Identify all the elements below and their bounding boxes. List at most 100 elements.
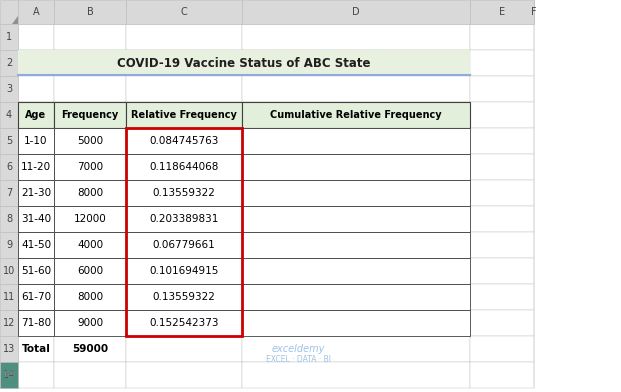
Bar xyxy=(0,50,18,76)
Bar xyxy=(54,284,126,310)
Bar xyxy=(54,336,126,362)
Bar xyxy=(470,206,534,232)
Bar xyxy=(242,232,470,258)
Bar xyxy=(242,310,470,336)
Bar xyxy=(126,128,242,154)
Bar xyxy=(0,284,18,310)
Bar xyxy=(54,258,126,284)
Bar xyxy=(126,24,242,50)
Bar xyxy=(126,362,242,388)
Bar xyxy=(126,206,242,232)
Bar xyxy=(470,102,534,128)
Bar xyxy=(18,24,54,50)
Bar xyxy=(0,362,18,388)
Bar xyxy=(18,102,54,128)
Bar xyxy=(0,76,18,102)
Bar xyxy=(470,128,534,154)
Bar xyxy=(54,76,126,102)
Bar xyxy=(242,206,470,232)
Bar xyxy=(18,336,54,362)
Bar xyxy=(54,206,126,232)
Polygon shape xyxy=(12,16,18,24)
Bar xyxy=(470,284,534,310)
Text: 0.084745763: 0.084745763 xyxy=(149,136,219,146)
Bar xyxy=(18,310,54,336)
Bar xyxy=(18,206,54,232)
Bar xyxy=(242,362,470,388)
Text: 3: 3 xyxy=(6,84,12,94)
Bar xyxy=(126,180,242,206)
Bar xyxy=(18,362,54,388)
Text: 13: 13 xyxy=(3,344,15,354)
Bar xyxy=(242,50,470,76)
Text: 5000: 5000 xyxy=(77,136,103,146)
Text: 0.13559322: 0.13559322 xyxy=(153,188,215,198)
Bar xyxy=(0,128,18,154)
Text: Cumulative Relative Frequency: Cumulative Relative Frequency xyxy=(270,110,442,120)
Text: 31-40: 31-40 xyxy=(21,214,51,224)
Bar xyxy=(126,76,242,102)
Text: 6: 6 xyxy=(6,162,12,172)
Bar xyxy=(470,0,534,24)
Text: 1: 1 xyxy=(6,32,12,42)
Bar xyxy=(18,76,54,102)
Bar xyxy=(126,310,242,336)
Bar xyxy=(54,50,126,76)
Bar xyxy=(18,284,54,310)
Bar xyxy=(18,128,54,154)
Bar xyxy=(54,180,126,206)
Bar xyxy=(470,154,534,180)
Text: 11: 11 xyxy=(3,292,15,302)
Text: E: E xyxy=(499,7,505,17)
Text: 9000: 9000 xyxy=(77,318,103,328)
Text: 14: 14 xyxy=(3,370,15,380)
Text: COVID-19 Vaccine Status of ABC State: COVID-19 Vaccine Status of ABC State xyxy=(117,56,371,69)
Bar xyxy=(126,50,242,76)
Bar xyxy=(242,128,470,154)
Bar xyxy=(242,232,470,258)
Bar xyxy=(18,0,54,24)
Bar xyxy=(126,232,242,258)
Bar xyxy=(18,154,54,180)
Bar xyxy=(126,232,242,258)
Text: 7000: 7000 xyxy=(77,162,103,172)
Bar xyxy=(126,128,242,154)
Bar xyxy=(0,362,18,388)
Text: 0.13559322: 0.13559322 xyxy=(153,292,215,302)
Text: 51-60: 51-60 xyxy=(21,266,51,276)
Bar xyxy=(0,232,18,258)
Bar xyxy=(242,258,470,284)
Text: Age: Age xyxy=(25,110,47,120)
Bar xyxy=(54,180,126,206)
Text: Total: Total xyxy=(22,344,50,354)
Bar xyxy=(0,0,18,24)
Bar xyxy=(470,310,534,336)
Bar xyxy=(18,232,54,258)
Bar xyxy=(54,362,126,388)
Text: 12000: 12000 xyxy=(74,214,106,224)
Bar xyxy=(242,76,470,102)
Bar xyxy=(18,310,54,336)
Bar xyxy=(470,76,534,102)
Bar xyxy=(242,206,470,232)
Text: A: A xyxy=(33,7,39,17)
Bar xyxy=(54,102,126,128)
Text: 8000: 8000 xyxy=(77,188,103,198)
Bar xyxy=(54,102,126,128)
Text: 1-10: 1-10 xyxy=(24,136,48,146)
Bar xyxy=(0,206,18,232)
Text: 6000: 6000 xyxy=(77,266,103,276)
Bar xyxy=(242,180,470,206)
Bar xyxy=(242,284,470,310)
Bar xyxy=(18,128,54,154)
Text: 0.101694915: 0.101694915 xyxy=(149,266,219,276)
Bar xyxy=(126,102,242,128)
Bar xyxy=(242,154,470,180)
Bar xyxy=(242,102,470,128)
Text: 59000: 59000 xyxy=(72,344,108,354)
Bar xyxy=(242,284,470,310)
Bar xyxy=(470,24,534,50)
Text: 4000: 4000 xyxy=(77,240,103,250)
Text: 0.118644068: 0.118644068 xyxy=(149,162,219,172)
Bar xyxy=(242,0,470,24)
